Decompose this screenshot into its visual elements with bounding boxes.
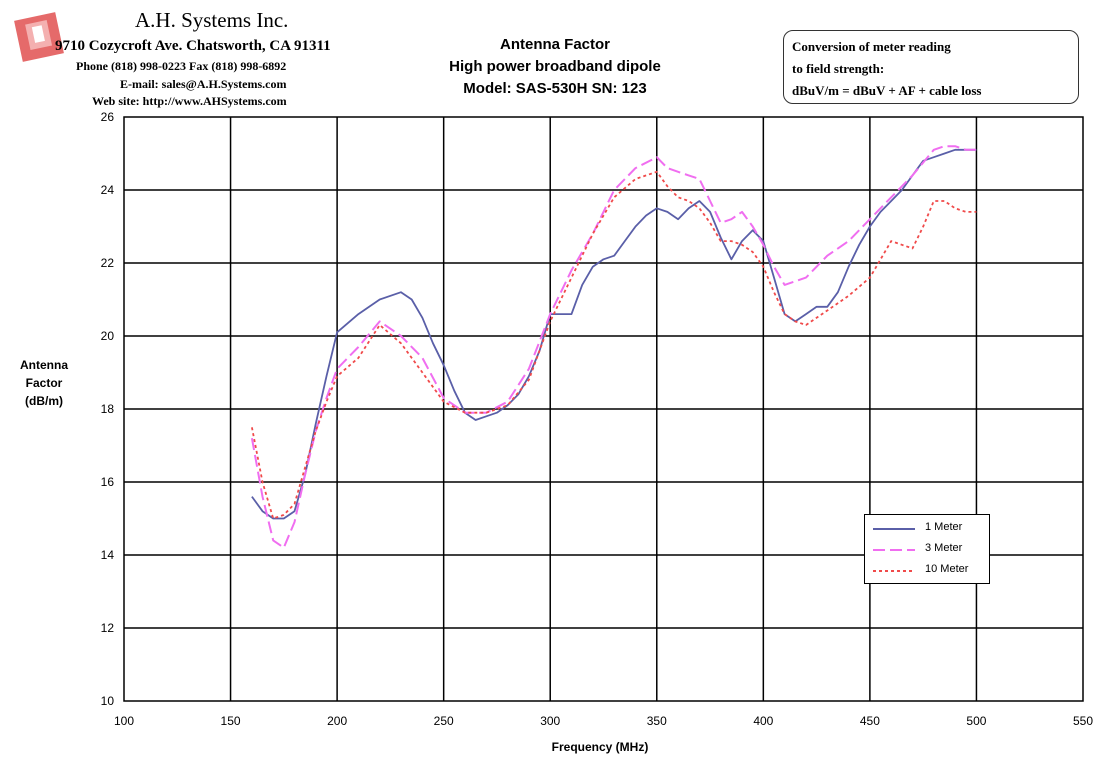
y-tick-label: 16 (101, 475, 115, 489)
conversion-note-line-1: Conversion of meter reading (792, 39, 951, 54)
legend-entry-3-meter: 3 Meter (873, 540, 985, 560)
x-tick-label: 450 (860, 714, 880, 728)
x-axis-label: Frequency (MHz) (551, 740, 649, 754)
chart-legend: 1 Meter 3 Meter 10 Meter (864, 514, 990, 584)
x-tick-label: 400 (753, 714, 773, 728)
x-tick-label: 500 (966, 714, 986, 728)
chart-title-line-3: Model: SAS-530H SN: 123 (463, 80, 647, 97)
x-tick-label: 250 (434, 714, 454, 728)
legend-entry-1-meter: 1 Meter (873, 519, 985, 539)
y-axis-label: Antenna Factor (dB/m) (20, 358, 68, 408)
legend-entry-10-meter: 10 Meter (873, 561, 985, 581)
company-phone: Phone (818) 998-0223 Fax (818) 998-6892 (76, 59, 287, 73)
company-email: E-mail: sales@A.H.Systems.com (120, 77, 287, 91)
legend-swatch-10-meter (873, 570, 915, 572)
x-tick-label: 350 (647, 714, 667, 728)
x-tick-label: 200 (327, 714, 347, 728)
conversion-note-line-2: to field strength: (792, 61, 885, 76)
x-tick-label: 550 (1073, 714, 1093, 728)
y-tick-label: 10 (101, 694, 115, 708)
y-tick-label: 14 (101, 548, 115, 562)
legend-label-3-meter: 3 Meter (925, 542, 963, 554)
company-address: 9710 Cozycroft Ave. Chatsworth, CA 91311 (55, 38, 331, 54)
company-website: Web site: http://www.AHSystems.com (92, 94, 287, 108)
company-name: A.H. Systems Inc. (135, 8, 289, 32)
y-tick-label: 22 (101, 256, 115, 270)
x-tick-label: 300 (540, 714, 560, 728)
series-line-10-meter (251, 170, 977, 520)
legend-label-1-meter: 1 Meter (925, 521, 963, 533)
x-tick-label: 150 (221, 714, 241, 728)
y-tick-label: 26 (101, 110, 115, 124)
legend-swatch-3-meter (873, 549, 915, 551)
conversion-note-line-3: dBuV/m = dBuV + AF + cable loss (792, 83, 982, 98)
chart-title-line-1: Antenna Factor (499, 36, 610, 53)
y-tick-label: 18 (101, 402, 115, 416)
y-tick-label: 20 (101, 329, 115, 343)
company-logo (14, 12, 64, 62)
y-tick-label: 24 (101, 183, 115, 197)
chart-title-line-2: High power broadband dipole (449, 58, 661, 75)
legend-swatch-1-meter (873, 528, 915, 530)
y-tick-label: 12 (101, 621, 115, 635)
x-tick-label: 100 (114, 714, 134, 728)
legend-label-10-meter: 10 Meter (925, 563, 969, 575)
conversion-note-box: Conversion of meter reading to field str… (783, 30, 1079, 104)
series-line-1-meter (251, 148, 977, 520)
